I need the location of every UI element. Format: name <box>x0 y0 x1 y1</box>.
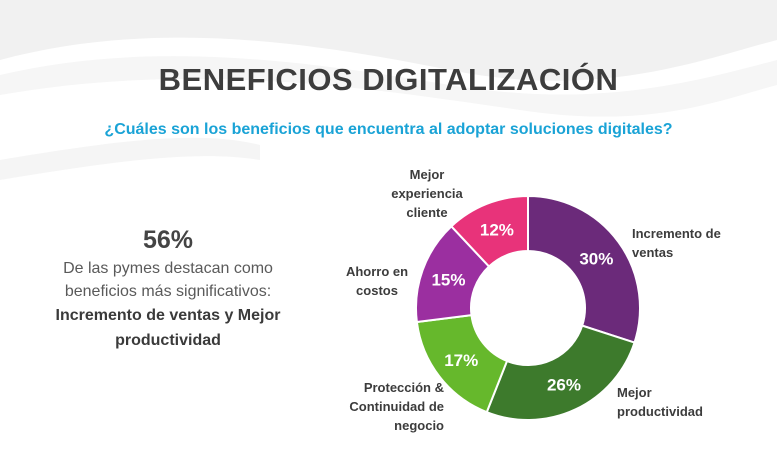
stat-highlight-line-1: Incremento de ventas y Mejor <box>55 307 281 324</box>
category-label-line: Incremento de <box>632 226 721 241</box>
category-label-line: Ahorro en <box>345 264 409 279</box>
slice-value-label-proteccion: 17% <box>444 351 478 370</box>
donut-slice-mejor-productividad <box>485 324 636 421</box>
category-label-line: ventas <box>632 245 674 260</box>
category-label-line: negocio <box>394 418 444 433</box>
category-label-proteccion: Protección & Continuidad de negocio <box>330 378 444 435</box>
donut-hole <box>472 252 584 364</box>
category-label-line: Protección & <box>363 380 444 395</box>
page-subtitle: ¿Cuáles son los beneficios que encuentra… <box>104 121 673 138</box>
category-label-line: Mejor <box>409 167 445 182</box>
stat-block: 56% De las pymes destacan como beneficio… <box>20 226 316 353</box>
category-label-ahorro-costos: Ahorro en costos <box>337 262 417 300</box>
page-title: BENEFICIOS DIGITALIZACIÓN <box>158 62 619 97</box>
category-label-incremento-ventas: Incremento de ventas <box>632 224 721 262</box>
category-label-line: Mejor <box>617 385 652 400</box>
stat-text-line-2: beneficios más significativos: <box>64 283 272 300</box>
stat-text-line-1: De las pymes destacan como <box>63 260 273 277</box>
donut-slice-experiencia-cliente <box>449 194 529 268</box>
category-label-mejor-productividad: Mejor productividad <box>617 383 703 421</box>
stat-highlight-line-2: productividad <box>115 332 221 349</box>
category-label-line: Continuidad de <box>349 399 444 414</box>
donut-slice-incremento-ventas <box>527 194 641 344</box>
category-label-line: costos <box>356 283 398 298</box>
category-label-line: cliente <box>406 205 448 220</box>
category-label-line: experiencia <box>391 186 463 201</box>
slice-value-label-mejor-productividad: 26% <box>547 375 581 394</box>
category-label-line: productividad <box>617 404 703 419</box>
slice-value-label-ahorro-costos: 15% <box>431 270 465 289</box>
slice-value-label-experiencia-cliente: 12% <box>480 220 514 239</box>
stat-value: 56% <box>142 226 194 254</box>
category-label-experiencia-cliente: Mejor experiencia cliente <box>382 165 472 222</box>
slice-value-label-incremento-ventas: 30% <box>579 249 613 268</box>
